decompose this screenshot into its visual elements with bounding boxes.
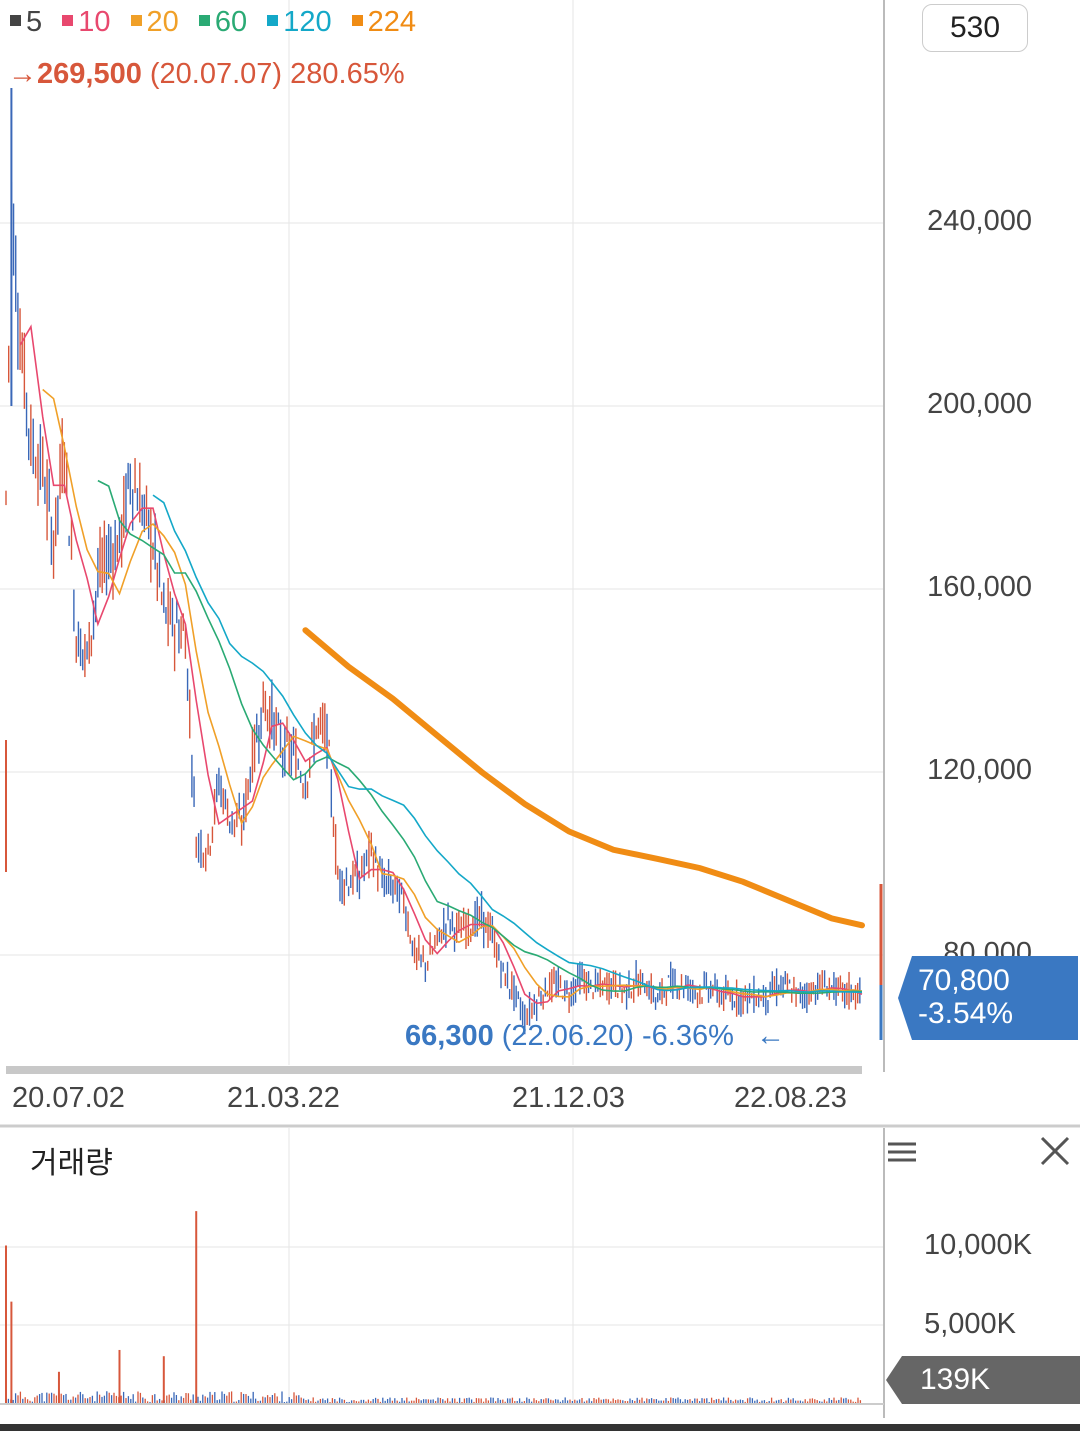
price-tag-shape: [898, 956, 1078, 1040]
bottom-bar: [0, 1424, 1080, 1431]
low-price-detail: (22.06.20) -6.36%: [501, 1020, 734, 1052]
volume-grid: [0, 1246, 884, 1326]
legend-ma-120[interactable]: 120: [267, 6, 332, 38]
y-tick-label: 240,000: [927, 205, 1032, 237]
high-price-value: 269,500: [37, 58, 142, 90]
current-price-value: 70,800: [918, 964, 1010, 997]
current-volume-tag: 139K: [886, 1356, 1080, 1404]
legend-label: 5: [26, 6, 43, 38]
y-tick-label: 120,000: [927, 754, 1032, 786]
ma-line: [42, 388, 863, 998]
current-volume-value: 139K: [920, 1363, 991, 1396]
candle-count-badge[interactable]: 530: [922, 4, 1028, 52]
legend-label: 120: [283, 6, 332, 38]
legend-ma-60[interactable]: 60: [198, 6, 248, 38]
legend-label: 224: [367, 6, 417, 38]
close-icon[interactable]: [1034, 1132, 1078, 1176]
legend-swatch: [10, 14, 21, 26]
left-arrow-icon: ←: [755, 1020, 785, 1052]
ma-line: [19, 324, 863, 1005]
date-gridlines: [288, 0, 574, 1404]
candlestick-series: [5, 88, 861, 1035]
close-icon-glyph: [1040, 1136, 1070, 1166]
menu-icon-glyph: [888, 1142, 916, 1162]
legend-ma-5[interactable]: 5: [10, 6, 42, 38]
volume-tick-label: 10,000K: [923, 1229, 1032, 1261]
price-grid: [0, 222, 884, 956]
legend-ma-10[interactable]: 10: [62, 6, 110, 38]
y-tick-label: 200,000: [927, 388, 1032, 420]
volume-panel-title: 거래량: [30, 1147, 113, 1180]
y-tick-label: 160,000: [927, 571, 1032, 603]
scrollbar-track: [6, 1066, 862, 1074]
right-arrow-icon: →: [8, 58, 37, 90]
high-price-detail: (20.07.07) 280.65%: [149, 58, 405, 90]
ma-legend: 5 10 20 60 120 224: [10, 6, 428, 39]
legend-ma-224[interactable]: 224: [351, 6, 417, 38]
high-price-note: →269,500 (20.07.07) 280.65%: [8, 58, 405, 91]
x-tick-label: 20.07.02: [12, 1082, 125, 1114]
current-price-tag: 70,800 -3.54%: [898, 956, 1078, 1040]
x-tick-label: 21.12.03: [512, 1082, 625, 1114]
legend-swatch: [267, 14, 279, 26]
menu-icon[interactable]: [880, 1132, 924, 1176]
current-price-change: -3.54%: [918, 997, 1014, 1030]
legend-label: 10: [78, 6, 111, 38]
x-tick-label: 22.08.23: [734, 1082, 847, 1114]
volume-tick-label: 5,000K: [924, 1308, 1016, 1340]
legend-label: 20: [146, 6, 179, 38]
legend-swatch: [62, 14, 74, 26]
low-price-note: 66,300 (22.06.20) -6.36% ←: [405, 1020, 785, 1053]
legend-swatch: [198, 14, 210, 26]
ma-line: [152, 494, 863, 994]
legend-ma-20[interactable]: 20: [130, 6, 179, 38]
ma-line: [97, 479, 863, 995]
volume-tag-shape: [886, 1356, 1080, 1404]
volume-bars: [5, 1211, 862, 1403]
legend-swatch: [351, 14, 363, 26]
legend-label: 60: [214, 6, 248, 38]
moving-average-lines: [19, 324, 865, 1005]
x-tick-label: 21.03.22: [227, 1082, 340, 1114]
low-price-value: 66,300: [405, 1020, 494, 1052]
ma-224-line: [302, 627, 865, 929]
legend-swatch: [130, 14, 142, 26]
